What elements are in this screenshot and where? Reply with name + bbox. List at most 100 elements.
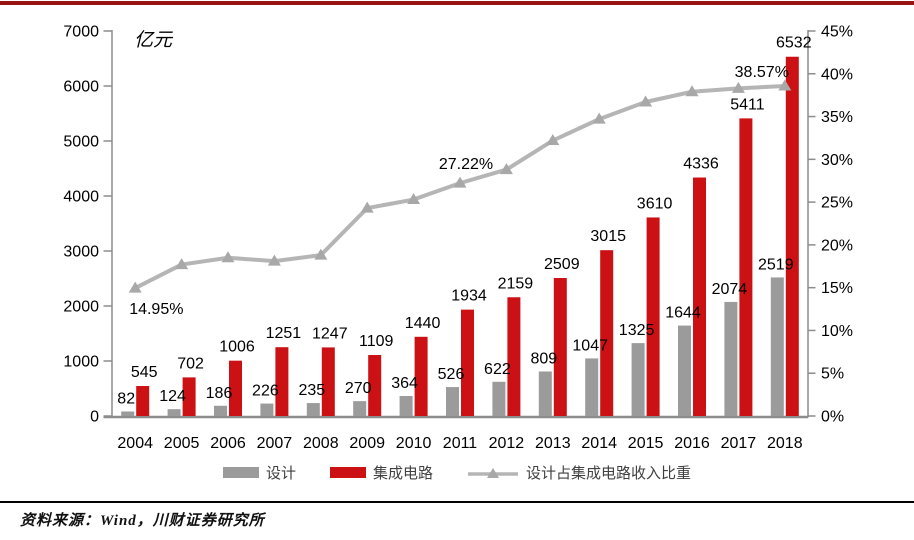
triangle-marker-2016 [685, 85, 699, 97]
bar-设计-2007 [260, 403, 274, 416]
bar-value-label: 622 [484, 361, 511, 378]
left-axis-tick-label: 1000 [63, 354, 99, 371]
bar-value-label: 809 [530, 351, 557, 368]
bar-设计-2011 [446, 387, 459, 416]
right-axis-tick-label: 40% [821, 66, 853, 83]
bar-集成电路-2004 [136, 386, 150, 416]
line-point-label: 27.22% [439, 156, 493, 173]
bar-集成电路-2012 [507, 297, 521, 416]
source-note: 资料来源：Wind，川财证券研究所 [20, 509, 900, 530]
x-axis-category-label: 2017 [721, 435, 757, 452]
top-divider-rule [0, 1, 914, 5]
legend-label: 集成电路 [372, 466, 433, 482]
triangle-marker-2013 [546, 134, 560, 146]
bar-value-label: 4336 [683, 156, 719, 173]
bar-value-label: 364 [391, 375, 418, 392]
x-axis-category-label: 2013 [535, 435, 571, 452]
legend-line-marker-swatch [468, 467, 518, 478]
bar-设计-2006 [214, 405, 227, 416]
right-axis-tick-label: 30% [821, 152, 853, 169]
chart-legend: 设计 集成电路 设计占集成电路收入比重 [0, 462, 914, 483]
right-axis-tick-label: 25% [821, 195, 853, 212]
legend-label: 设计占集成电路收入比重 [526, 466, 692, 482]
x-axis-category-label: 2018 [767, 435, 803, 452]
legend-swatch [329, 467, 366, 478]
triangle-marker-2006 [221, 251, 235, 263]
x-axis-category-label: 2006 [210, 435, 246, 452]
bar-value-label: 186 [206, 385, 233, 402]
legend-item-ic: 集成电路 [329, 462, 433, 483]
bar-value-label: 3015 [590, 228, 626, 245]
triangle-marker-2004 [128, 281, 142, 293]
bar-value-label: 545 [131, 364, 158, 381]
line-point-label: 38.57% [735, 64, 789, 81]
triangle-marker-2018 [778, 79, 792, 91]
x-axis-category-label: 2004 [117, 435, 153, 452]
legend-item-design: 设计 [222, 462, 296, 483]
unit-label: 亿元 [134, 30, 174, 51]
bar-集成电路-2009 [368, 355, 382, 416]
bar-value-label: 2509 [544, 256, 580, 273]
legend-label: 设计 [265, 466, 296, 482]
left-axis-tick-label: 5000 [63, 134, 99, 151]
left-axis-tick-label: 3000 [63, 244, 99, 261]
bar-value-label: 1251 [266, 325, 302, 342]
right-axis-tick-label: 5% [821, 366, 844, 383]
bar-设计-2004 [121, 411, 135, 416]
source-note-text: 资料来源：Wind，川财证券研究所 [20, 513, 265, 529]
triangle-marker-2005 [175, 258, 189, 270]
x-axis-category-label: 2015 [628, 435, 664, 452]
bar-集成电路-2016 [693, 177, 706, 416]
bar-value-label: 2519 [758, 256, 794, 273]
bar-value-label: 2074 [712, 281, 748, 298]
triangle-marker-2017 [731, 81, 745, 93]
bar-设计-2016 [678, 325, 691, 416]
bar-value-label: 1440 [405, 315, 441, 332]
bar-集成电路-2013 [553, 278, 567, 416]
left-axis-tick-label: 0 [90, 409, 99, 426]
bar-集成电路-2018 [785, 56, 799, 417]
triangle-marker-2012 [499, 163, 513, 175]
bar-value-label: 5411 [730, 96, 765, 113]
bar-value-label: 1247 [312, 325, 348, 342]
x-axis-category-label: 2005 [164, 435, 200, 452]
bar-设计-2005 [167, 409, 181, 416]
x-axis-category-label: 2008 [303, 435, 339, 452]
bar-设计-2015 [631, 343, 645, 416]
x-axis-category-label: 2014 [581, 435, 617, 452]
triangle-marker-2014 [592, 112, 606, 124]
bar-value-label: 226 [252, 383, 279, 400]
right-axis-tick-label: 45% [821, 24, 853, 41]
bar-集成电路-2011 [461, 309, 474, 416]
right-axis-tick-label: 35% [821, 109, 853, 126]
triangle-marker-2007 [267, 254, 281, 266]
bar-集成电路-2006 [229, 360, 242, 416]
bar-设计-2010 [399, 395, 413, 416]
right-axis-tick-label: 0% [821, 409, 844, 426]
bar-设计-2018 [770, 277, 784, 416]
triangle-marker-2015 [639, 95, 653, 107]
line-point-label: 14.95% [129, 301, 183, 318]
bar-value-label: 1047 [572, 337, 608, 354]
bar-value-label: 270 [345, 380, 372, 397]
bar-value-label: 3610 [637, 195, 673, 212]
bar-设计-2009 [353, 401, 367, 416]
bar-集成电路-2014 [600, 250, 614, 416]
x-axis-category-label: 2011 [443, 435, 478, 452]
bar-value-label: 6532 [776, 35, 812, 52]
bar-value-label: 526 [438, 366, 465, 383]
legend-item-ratio: 设计占集成电路收入比重 [467, 462, 691, 483]
bar-设计-2014 [585, 358, 599, 416]
right-axis-tick-label: 15% [821, 280, 853, 297]
bar-value-label: 702 [177, 355, 204, 372]
left-axis-tick-label: 4000 [63, 189, 99, 206]
bar-集成电路-2008 [321, 347, 335, 416]
left-axis-tick-label: 6000 [63, 79, 99, 96]
left-axis-tick-label: 7000 [63, 24, 99, 41]
bar-集成电路-2015 [646, 217, 660, 416]
bar-集成电路-2007 [275, 347, 289, 416]
bar-value-label: 235 [298, 382, 325, 399]
bar-设计-2013 [538, 371, 552, 416]
bar-集成电路-2005 [182, 377, 196, 416]
